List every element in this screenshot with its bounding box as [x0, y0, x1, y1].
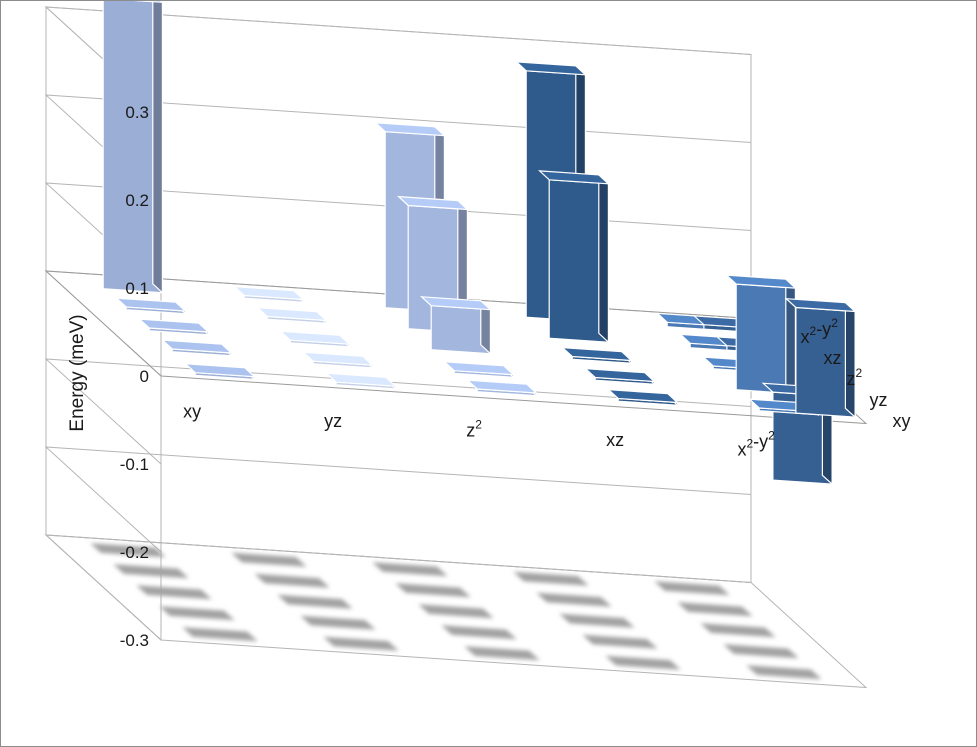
bar	[102, 1, 165, 295]
floor-shadow	[300, 615, 376, 630]
bar	[724, 274, 798, 396]
y-tick-label: -0.3	[120, 631, 149, 650]
floor-shadow	[159, 606, 235, 621]
bar	[537, 170, 611, 344]
floor-plane	[44, 534, 868, 689]
floor-shadow	[582, 634, 658, 649]
x-category-label: xz	[606, 430, 624, 450]
floor-shadow	[677, 602, 753, 617]
floor-shadow	[418, 604, 494, 619]
floor-shadow	[513, 571, 589, 586]
bar	[278, 330, 352, 349]
floor-shadow	[700, 623, 776, 638]
floor-shadow	[254, 573, 330, 588]
floor-shadow	[113, 564, 189, 579]
y-tick-label: 0	[140, 367, 149, 386]
floor-shadow	[395, 583, 471, 598]
bar	[784, 297, 857, 419]
y-tick-label: -0.2	[120, 543, 149, 562]
floor-shadow	[136, 585, 212, 600]
x-category-label: yz	[324, 411, 342, 431]
floor-shadow	[746, 665, 822, 680]
floor-shadows	[90, 543, 822, 680]
bar	[232, 285, 306, 304]
y-tick-label: 0.3	[125, 103, 149, 122]
bar	[324, 372, 398, 391]
floor-shadow	[559, 613, 635, 628]
y-tick-label: 0.1	[125, 279, 149, 298]
floor-shadow	[90, 543, 166, 558]
depth-category-label: z2	[847, 366, 863, 389]
bars-group	[102, 1, 857, 486]
floor-shadow	[605, 655, 681, 670]
floor-shadow	[323, 636, 399, 651]
x-category-label: z2	[466, 417, 482, 440]
floor-shadow	[723, 644, 799, 659]
bar	[560, 346, 634, 365]
bar	[137, 318, 211, 337]
floor-shadow	[372, 562, 448, 577]
bar	[465, 379, 539, 398]
gridline	[44, 446, 752, 553]
y-tick-label: -0.1	[120, 455, 149, 474]
x-category-label: x2-y2	[737, 428, 775, 459]
bar	[301, 351, 375, 370]
floor-shadow	[231, 552, 307, 567]
depth-category-label: yz	[870, 390, 888, 410]
floor-shadow	[536, 592, 612, 607]
x-category-label: xy	[183, 401, 201, 421]
depth-category-label: xz	[824, 348, 842, 368]
bar	[606, 388, 680, 407]
y-tick-label: 0.2	[125, 191, 149, 210]
depth-category-label: x2-y2	[801, 316, 839, 347]
bar	[160, 339, 234, 358]
bar	[183, 363, 257, 381]
floor-shadow	[182, 627, 258, 642]
bar	[255, 306, 329, 325]
floor-shadow	[464, 646, 540, 661]
floor-shadow	[654, 581, 730, 596]
y-axis-title: Energy (meV)	[67, 314, 88, 431]
bar	[114, 297, 188, 316]
depth-category-label: xy	[893, 411, 911, 431]
floor-shadow	[441, 625, 517, 640]
bar	[419, 296, 493, 356]
bar	[442, 361, 516, 379]
bar	[583, 367, 657, 386]
floor-shadow	[277, 594, 353, 609]
